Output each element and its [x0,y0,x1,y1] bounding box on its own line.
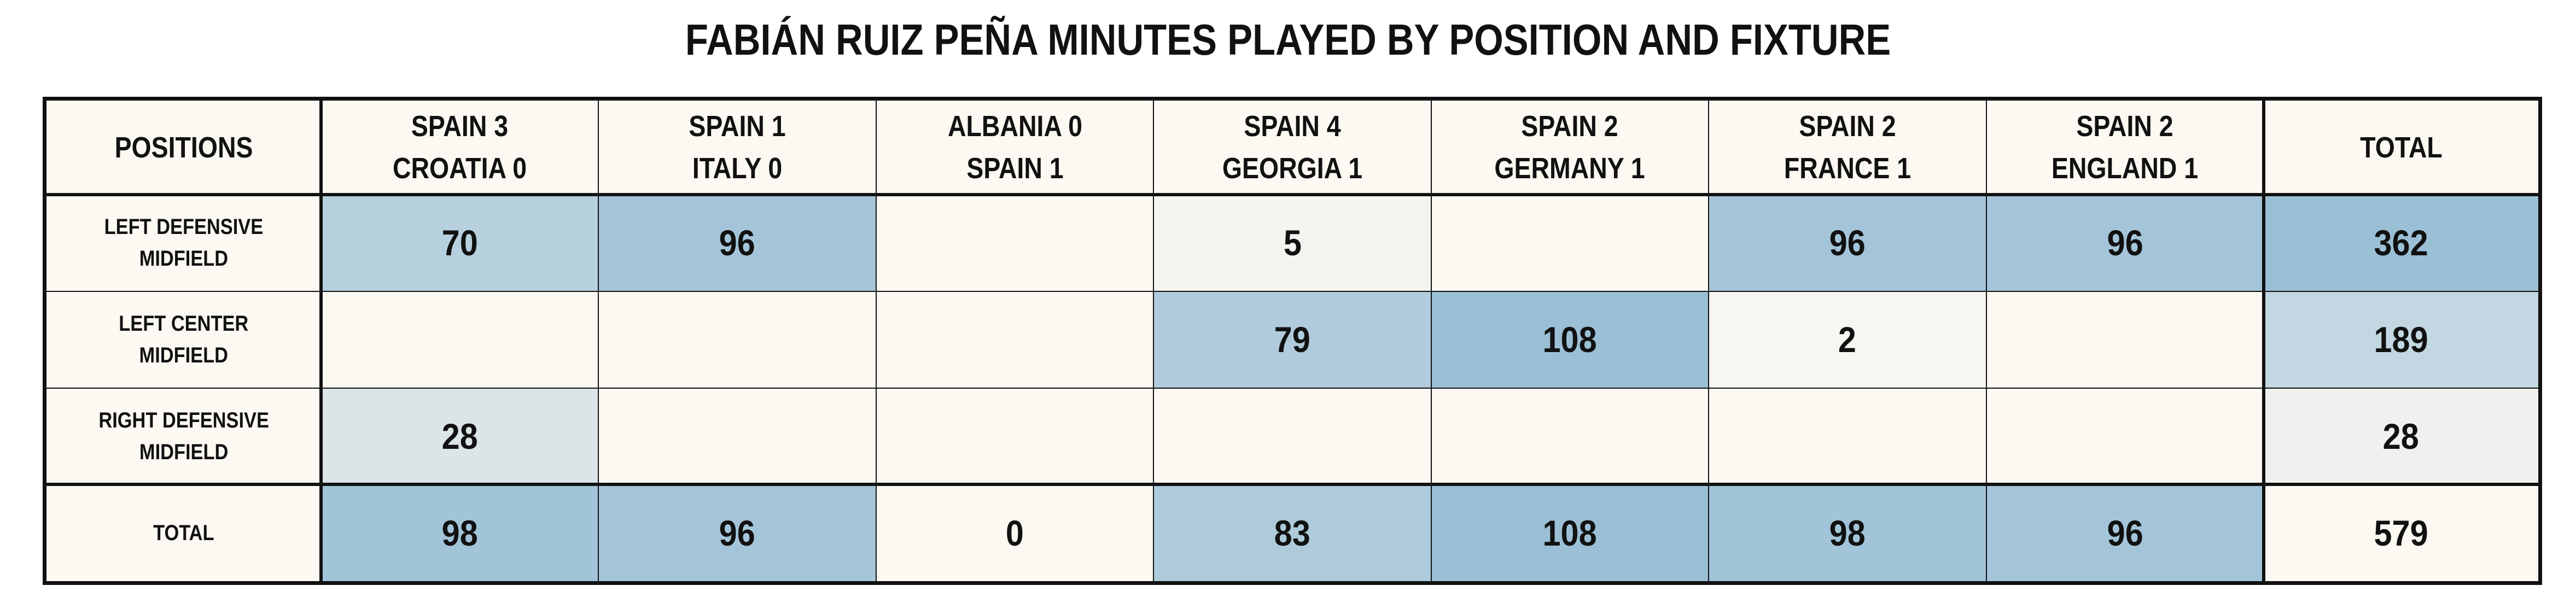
grid-line-vertical [598,101,599,581]
value-cell-r3-c1: 28 [321,388,599,485]
grid-line-vertical [875,101,877,581]
header-fixture-3-text: ALBANIA 0 SPAIN 1 [947,110,1082,185]
value-cell-r1-c2-text: 96 [719,222,756,263]
grid-divider-left [319,101,323,581]
total-row-label: TOTAL [46,484,321,581]
value-cell-r3-c2 [598,388,876,485]
row-total-1: 362 [2264,195,2538,291]
column-total-3-text: 0 [1006,512,1024,553]
value-cell-r1-c7: 96 [1986,195,2264,291]
value-cell-r1-c3 [876,195,1154,291]
header-fixture-6: SPAIN 2 FRANCE 1 [1709,101,1986,195]
header-positions: POSITIONS [46,101,321,195]
header-fixture-1-text: SPAIN 3 CROATIA 0 [393,110,527,185]
row-total-2: 189 [2264,291,2538,388]
column-total-1: 98 [321,484,599,581]
value-cell-r1-c4: 5 [1153,195,1431,291]
value-cell-r2-c4: 79 [1153,291,1431,388]
row-total-3-text: 28 [2382,415,2420,456]
value-cell-r1-c1-text: 70 [441,222,478,263]
header-fixture-5-text: SPAIN 2 GERMANY 1 [1494,110,1646,185]
value-cell-r1-c4-text: 5 [1283,222,1302,263]
column-total-3: 0 [876,484,1154,581]
value-cell-r2-c3 [876,291,1154,388]
row-label-1: LEFT DEFENSIVE MIDFIELD [46,195,321,291]
header-positions-text: POSITIONS [114,131,253,164]
grid-line-vertical [1985,101,1987,581]
value-cell-r2-c5: 108 [1431,291,1709,388]
column-total-4: 83 [1153,484,1431,581]
column-total-1-text: 98 [441,512,478,553]
value-cell-r1-c7-text: 96 [2107,222,2143,263]
header-fixture-2-text: SPAIN 1 ITALY 0 [689,110,786,185]
value-cell-r3-c5 [1431,388,1709,485]
value-cell-r2-c7 [1986,291,2264,388]
value-cell-r2-c4-text: 79 [1274,319,1311,360]
column-total-5: 108 [1431,484,1709,581]
grand-total: 579 [2264,484,2538,581]
row-total-2-text: 189 [2374,319,2428,360]
row-label-2-text: LEFT CENTER MIDFIELD [119,312,249,368]
row-label-1-text: LEFT DEFENSIVE MIDFIELD [104,215,264,271]
value-cell-r1-c6: 96 [1709,195,1986,291]
value-cell-r2-c6-text: 2 [1838,319,1857,360]
row-label-3: RIGHT DEFENSIVE MIDFIELD [46,388,321,485]
grid-line-vertical [1430,101,1432,581]
value-cell-r2-c2 [598,291,876,388]
column-total-5-text: 108 [1542,512,1597,553]
value-cell-r3-c4 [1153,388,1431,485]
value-cell-r3-c1-text: 28 [441,415,478,456]
header-fixture-1: SPAIN 3 CROATIA 0 [321,101,598,195]
header-fixture-6-text: SPAIN 2 FRANCE 1 [1784,110,1911,185]
minutes-table: POSITIONS SPAIN 3 CROATIA 0 SPAIN 1 ITALY 0 A… [43,97,2542,585]
value-cell-r2-c6: 2 [1709,291,1986,388]
value-cell-r1-c1: 70 [321,195,599,291]
grid-line-vertical [1708,101,1710,581]
header-total-text: TOTAL [2359,131,2443,164]
value-cell-r1-c5 [1431,195,1709,291]
header-fixture-5: SPAIN 2 GERMANY 1 [1431,101,1709,195]
value-cell-r2-c5-text: 108 [1542,319,1597,360]
grid-divider-right [2262,101,2265,581]
row-total-1-text: 362 [2374,222,2428,263]
value-cell-r3-c3 [876,388,1154,485]
header-fixture-7: SPAIN 2 ENGLAND 1 [1986,101,2264,195]
header-fixture-2: SPAIN 1 ITALY 0 [598,101,876,195]
value-cell-r2-c1 [321,291,599,388]
column-total-2-text: 96 [719,512,756,553]
value-cell-r3-c7 [1986,388,2264,485]
total-row-label-text: TOTAL [153,520,214,545]
grid-divider-total [46,483,2538,487]
header-fixture-4: SPAIN 4 GEORGIA 1 [1153,101,1431,195]
value-cell-r3-c6 [1709,388,1986,485]
value-cell-r1-c6-text: 96 [1829,222,1866,263]
column-total-7-text: 96 [2107,512,2143,553]
column-total-2: 96 [598,484,876,581]
row-label-2: LEFT CENTER MIDFIELD [46,291,321,388]
grand-total-text: 579 [2374,512,2428,553]
value-cell-r1-c2: 96 [598,195,876,291]
header-total: TOTAL [2264,101,2538,195]
row-label-3-text: RIGHT DEFENSIVE MIDFIELD [98,408,269,464]
grid-line-horizontal [46,290,2538,292]
column-total-6-text: 98 [1829,512,1866,553]
header-fixture-4-text: SPAIN 4 GEORGIA 1 [1222,110,1363,185]
grid-line-horizontal [46,387,2538,389]
header-fixture-3: ALBANIA 0 SPAIN 1 [876,101,1153,195]
grid-divider-header [46,193,2538,196]
chart-title: FABIÁN RUIZ PEÑA MINUTES PLAYED BY POSIT… [685,15,1891,64]
grid-line-vertical [1153,101,1155,581]
header-fixture-7-text: SPAIN 2 ENGLAND 1 [2052,110,2199,185]
row-total-3: 28 [2264,388,2538,485]
column-total-4-text: 83 [1274,512,1311,553]
column-total-6: 98 [1709,484,1986,581]
column-total-7: 96 [1986,484,2264,581]
